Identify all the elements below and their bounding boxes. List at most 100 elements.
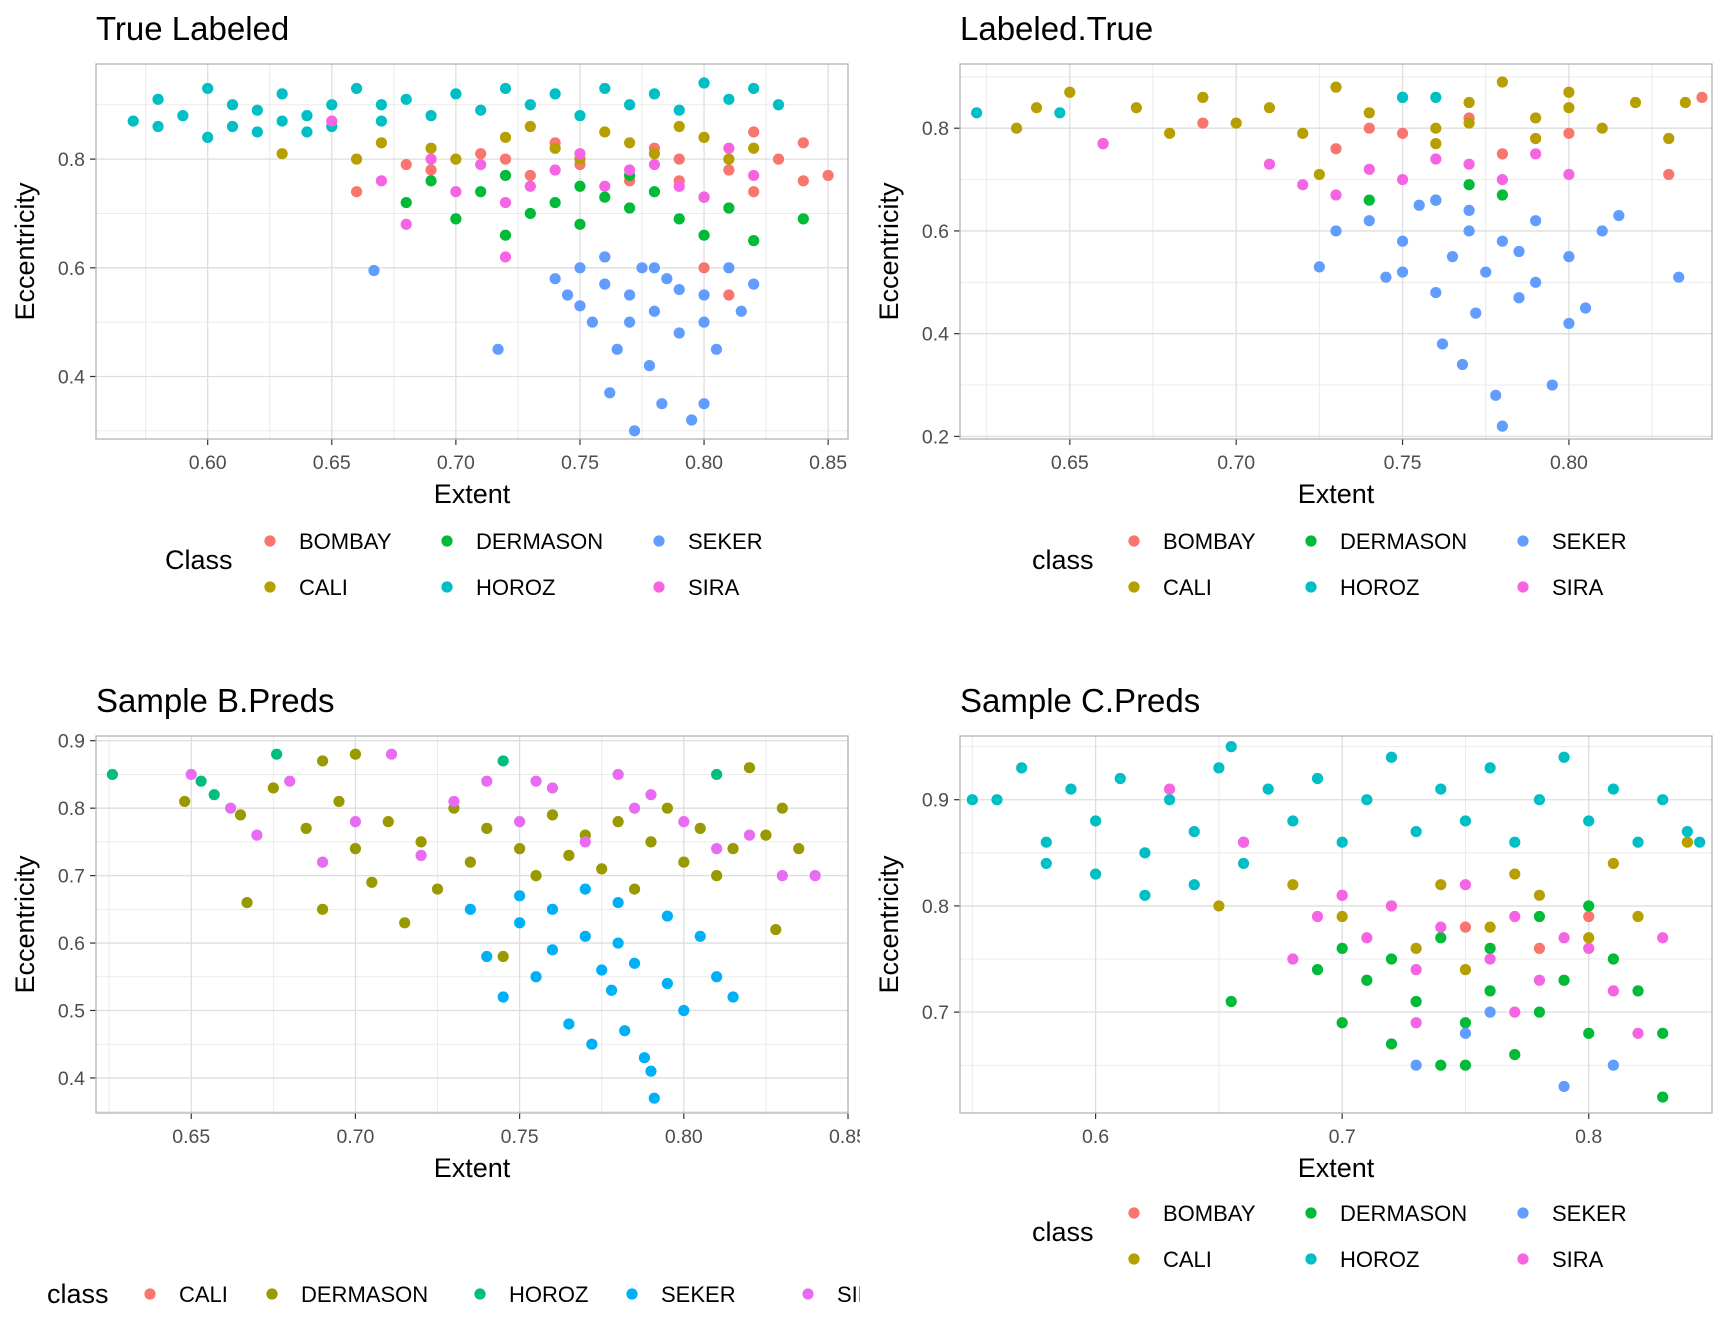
points-layer (971, 76, 1708, 432)
point-dermason (1533, 1006, 1546, 1018)
point-seker (599, 278, 611, 290)
legend-key-cali (1128, 1253, 1140, 1265)
point-dermason (599, 191, 611, 203)
point-cali (1010, 122, 1023, 134)
point-horoz (966, 794, 978, 806)
point-sira (673, 180, 685, 192)
point-dermason (1607, 953, 1619, 965)
point-dermason (1336, 942, 1348, 954)
point-dermason (1363, 194, 1375, 206)
point-seker (1530, 276, 1542, 288)
legend-label-sira: SIRA (837, 1282, 860, 1307)
point-horoz (301, 110, 313, 122)
point-sira (1496, 173, 1508, 186)
point-dermason (546, 809, 559, 821)
point-seker (1410, 1059, 1422, 1071)
point-horoz (599, 82, 611, 95)
point-horoz (1632, 836, 1644, 848)
point-dermason (1459, 1059, 1472, 1071)
y-tick-label: 0.8 (922, 118, 949, 140)
point-sira (574, 148, 586, 160)
point-sira (1435, 921, 1447, 933)
point-seker (368, 264, 380, 277)
legend-label-sira: SIRA (1552, 575, 1604, 600)
point-dermason (673, 213, 685, 225)
legend: class BOMBAY CALI DERMASON HOROZ SEKER SIRA (1032, 529, 1627, 600)
point-dermason (267, 782, 279, 794)
point-seker (546, 944, 559, 956)
point-horoz (106, 768, 119, 781)
point-bombay (797, 175, 809, 187)
legend-label-bombay: BOMBAY (299, 529, 392, 554)
point-dermason (241, 896, 253, 909)
point-horoz (1188, 825, 1200, 838)
point-seker (1563, 317, 1575, 330)
point-sira (1410, 1017, 1422, 1029)
legend-label-horoz: HOROZ (476, 575, 555, 600)
point-horoz (251, 126, 263, 138)
legend-title: class (1032, 545, 1094, 575)
point-dermason (645, 836, 657, 848)
point-seker (643, 360, 656, 372)
point-sira (1330, 189, 1342, 201)
point-dermason (748, 235, 760, 247)
point-dermason (234, 809, 247, 821)
point-seker (586, 1038, 598, 1050)
point-sira (678, 816, 690, 828)
point-horoz (1484, 762, 1496, 774)
point-cali (1263, 102, 1276, 114)
point-seker (464, 903, 476, 915)
x-tick-label: 0.85 (829, 1126, 860, 1148)
point-seker (1463, 225, 1475, 237)
legend-key-horoz (474, 1288, 486, 1300)
point-dermason (1484, 985, 1496, 997)
point-dermason (549, 196, 561, 209)
point-horoz (1065, 783, 1077, 795)
point-horoz (1311, 772, 1324, 785)
point-seker (1430, 194, 1442, 206)
point-horoz (1114, 772, 1126, 785)
point-seker (1513, 292, 1525, 304)
point-dermason (770, 923, 782, 936)
point-dermason (1583, 1027, 1595, 1039)
x-tick-label: 0.80 (1550, 452, 1588, 474)
point-horoz (226, 120, 239, 133)
point-horoz (574, 110, 586, 122)
y-tick-label: 0.4 (58, 367, 85, 389)
point-seker (656, 398, 668, 410)
point-horoz (1410, 825, 1422, 838)
y-tick-label: 0.7 (922, 1002, 949, 1024)
legend-label-bombay: BOMBAY (1163, 529, 1256, 554)
point-bombay (1197, 117, 1209, 129)
point-horoz (276, 88, 288, 100)
legend: class CALI DERMASON HOROZ SEKER SIRA (47, 1279, 860, 1309)
point-bombay (772, 153, 785, 165)
point-horoz (1509, 836, 1521, 848)
point-bombay (673, 153, 685, 165)
point-sira (1657, 932, 1669, 944)
point-dermason (464, 856, 476, 868)
point-seker (1363, 215, 1375, 227)
point-horoz (1016, 762, 1028, 774)
point-dermason (596, 863, 608, 875)
point-sira (612, 768, 624, 781)
point-cali (1596, 122, 1608, 134)
point-seker (710, 343, 723, 355)
point-seker (1496, 235, 1508, 247)
point-seker (1456, 358, 1469, 371)
point-sira (415, 849, 427, 861)
panel-border (959, 735, 1713, 1114)
point-cali (1533, 889, 1546, 901)
point-cali (1287, 879, 1299, 891)
point-dermason (612, 816, 624, 828)
point-seker (604, 387, 616, 399)
point-seker (1330, 225, 1342, 237)
point-dermason (574, 180, 586, 192)
point-horoz (1430, 91, 1442, 103)
point-dermason (349, 748, 362, 760)
point-dermason (1632, 985, 1644, 997)
point-dermason (475, 186, 487, 198)
legend-label-sira: SIRA (688, 575, 740, 600)
point-seker (611, 343, 623, 355)
legend-key-seker (653, 535, 665, 547)
